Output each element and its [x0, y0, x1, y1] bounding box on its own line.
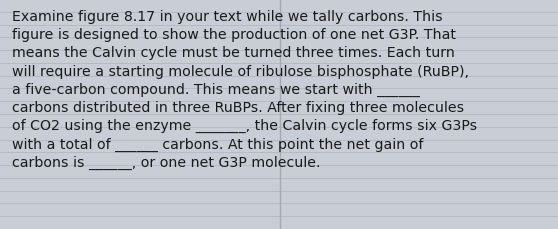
Text: Examine figure 8.17 in your text while we tally carbons. This
figure is designed: Examine figure 8.17 in your text while w…: [12, 10, 477, 169]
